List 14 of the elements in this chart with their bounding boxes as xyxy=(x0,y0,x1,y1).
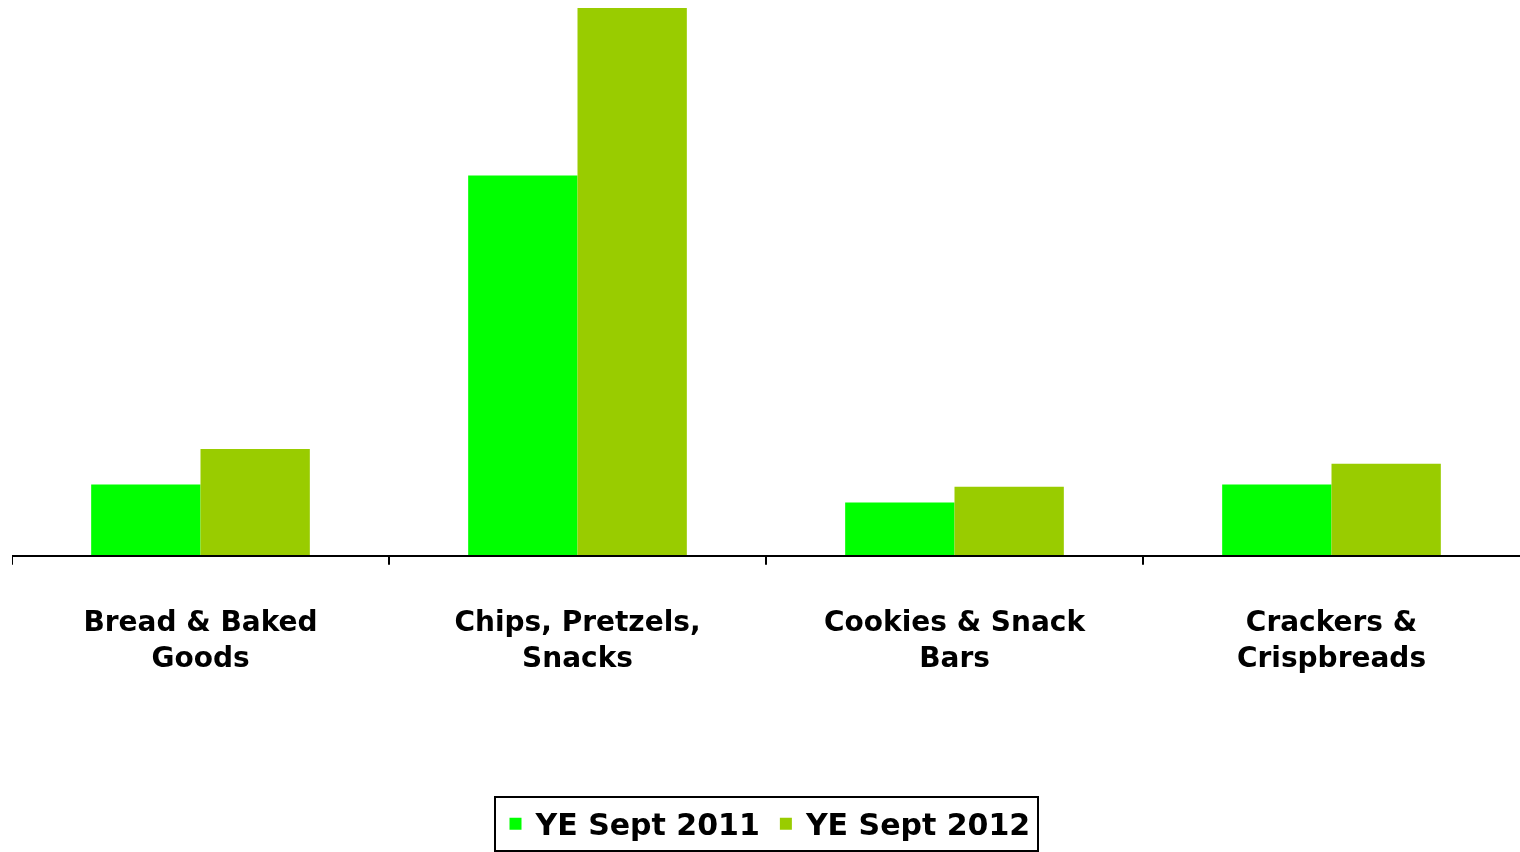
x-tick-label: Crackers & Crispbreads xyxy=(1236,604,1427,674)
bar xyxy=(468,175,578,555)
bar xyxy=(845,502,955,555)
bar xyxy=(91,484,201,555)
bar xyxy=(200,448,310,555)
x-tick-label: Chips, Pretzels, Snacks xyxy=(454,604,701,674)
legend-label: YE Sept 2011 xyxy=(534,807,760,843)
bar xyxy=(1331,463,1441,555)
bar xyxy=(1222,484,1332,555)
bar xyxy=(954,486,1064,555)
legend-label: YE Sept 2012 xyxy=(804,807,1031,843)
x-tick-label: Cookies & Snack Bars xyxy=(823,604,1087,674)
x-tick-label: Bread & Baked Goods xyxy=(83,604,318,674)
bar xyxy=(577,8,687,555)
